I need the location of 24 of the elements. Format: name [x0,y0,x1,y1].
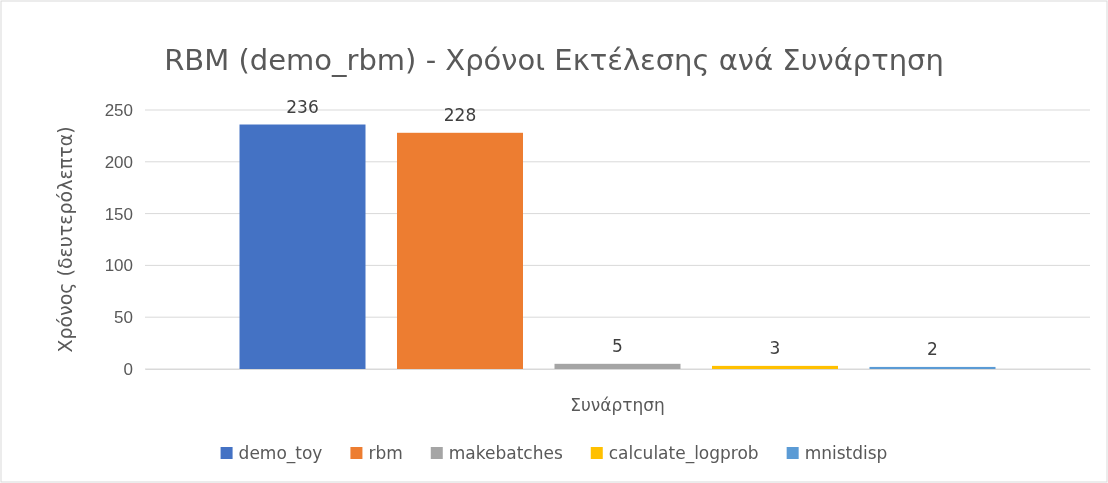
legend-label: mnistdisp [804,443,888,463]
data-label: 5 [612,335,623,356]
y-tick-label: 150 [104,204,133,224]
y-tick-label: 0 [123,359,133,379]
bar [239,124,366,369]
bar [397,132,523,369]
y-tick-label: 200 [104,152,133,172]
data-label: 2 [927,338,938,359]
y-tick-label: 100 [104,256,133,276]
legend-label: calculate_logprob [608,443,759,464]
data-label: 236 [286,96,319,117]
bar [554,363,681,369]
legend-label: rbm [368,443,403,463]
x-axis-title: Συνάρτηση [570,395,665,415]
bar [712,365,838,369]
legend-label: makebatches [448,443,563,463]
data-label: 228 [443,104,477,125]
data-label: 3 [769,337,781,358]
y-tick-label: 250 [104,100,133,120]
y-tick-label: 50 [114,308,133,328]
bar [869,366,996,369]
chart-title: RBM (demo_rbm) - Χρόνοι Εκτέλεσης ανά Συνάρτηση [164,43,944,77]
y-axis-title: Χρόνος (δευτερόλεπτα) [54,126,76,353]
legend-label: demo_toy [238,443,323,464]
